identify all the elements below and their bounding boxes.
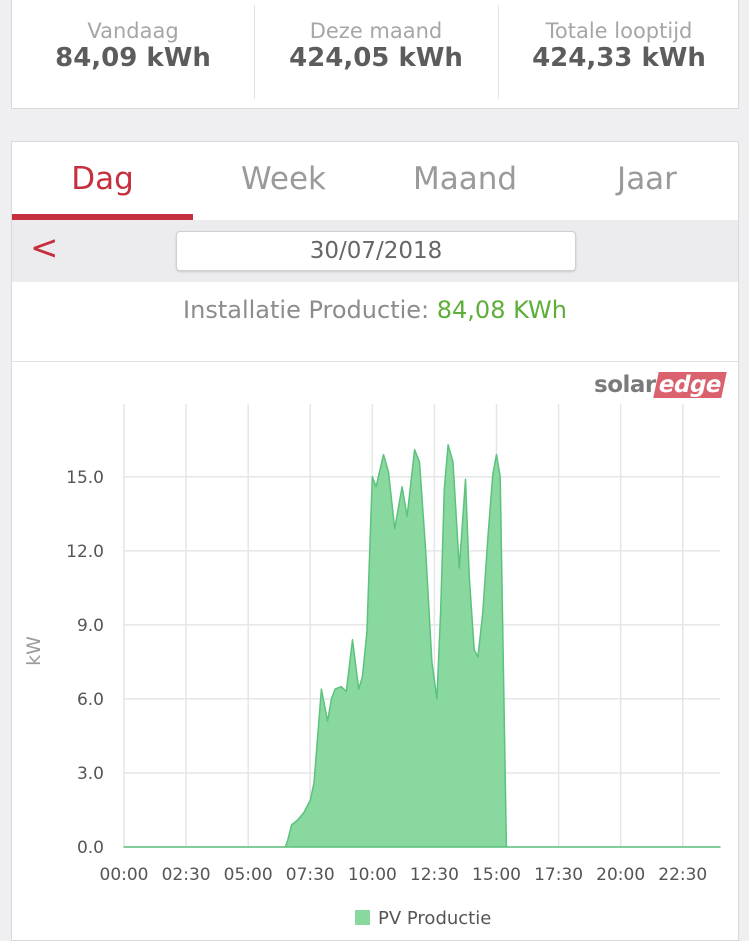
production-card: Dag Week Maand Jaar < 30/07/2018 Install… bbox=[11, 141, 739, 941]
production-label: Installatie Productie: bbox=[183, 296, 430, 324]
divider bbox=[254, 5, 255, 99]
chevron-left-icon[interactable]: < bbox=[30, 228, 59, 268]
chart-legend[interactable]: PV Productie bbox=[355, 908, 491, 930]
summary-card: Vandaag 84,09 kWh Deze maand 424,05 kWh … bbox=[11, 0, 739, 109]
production-chart: 0.0 3.0 6.0 9.0 12.0 15.0 00:00 02:30 05:00 07:30… bbox=[23, 404, 721, 885]
x-tick-label: 15:00 bbox=[472, 865, 521, 885]
stat-label: Vandaag bbox=[87, 19, 179, 43]
y-tick-label: 0.0 bbox=[77, 838, 104, 858]
stat-label: Deze maand bbox=[309, 19, 443, 43]
active-tab-indicator bbox=[12, 214, 193, 220]
series-area-pv-productie bbox=[123, 443, 721, 848]
y-tick-label: 12.0 bbox=[66, 542, 104, 562]
tab-week[interactable]: Week bbox=[241, 161, 326, 197]
y-tick-label: 15.0 bbox=[66, 468, 104, 488]
y-axis-label: kW bbox=[23, 636, 45, 666]
x-tick-label: 17:30 bbox=[534, 865, 583, 885]
x-tick-label: 05:00 bbox=[224, 865, 273, 885]
x-tick-label: 00:00 bbox=[100, 865, 149, 885]
legend-label: PV Productie bbox=[378, 908, 492, 929]
stat-this-month: Deze maand 424,05 kWh bbox=[255, 0, 497, 108]
y-tick-label: 9.0 bbox=[77, 616, 104, 636]
production-value: 84,08 KWh bbox=[436, 296, 567, 324]
stat-today: Vandaag 84,09 kWh bbox=[12, 0, 254, 108]
y-tick-label: 3.0 bbox=[77, 764, 104, 784]
stat-value: 84,09 kWh bbox=[55, 43, 211, 73]
x-tick-label: 10:00 bbox=[348, 865, 397, 885]
y-tick-label: 6.0 bbox=[77, 690, 104, 710]
x-tick-label: 07:30 bbox=[286, 865, 335, 885]
divider bbox=[12, 361, 738, 362]
stat-lifetime: Totale looptijd 424,33 kWh bbox=[498, 0, 740, 108]
date-navigation: < 30/07/2018 bbox=[12, 220, 738, 282]
legend-swatch bbox=[355, 910, 370, 925]
x-tick-label: 22:30 bbox=[658, 865, 707, 885]
x-tick-label: 20:00 bbox=[596, 865, 645, 885]
x-tick-label: 02:30 bbox=[162, 865, 211, 885]
installation-production: Installatie Productie: 84,08 KWh bbox=[12, 296, 738, 324]
x-tick-label: 12:30 bbox=[410, 865, 459, 885]
stat-value: 424,33 kWh bbox=[532, 43, 706, 73]
stat-value: 424,05 kWh bbox=[289, 43, 463, 73]
logo-solar: solar bbox=[594, 372, 656, 398]
stat-label: Totale looptijd bbox=[545, 19, 693, 43]
tab-day[interactable]: Dag bbox=[71, 161, 134, 197]
date-picker[interactable]: 30/07/2018 bbox=[176, 231, 576, 271]
tab-month[interactable]: Maand bbox=[412, 161, 518, 197]
tab-year[interactable]: Jaar bbox=[617, 161, 677, 197]
divider bbox=[498, 5, 499, 99]
solaredge-logo: solaredge bbox=[594, 372, 727, 400]
